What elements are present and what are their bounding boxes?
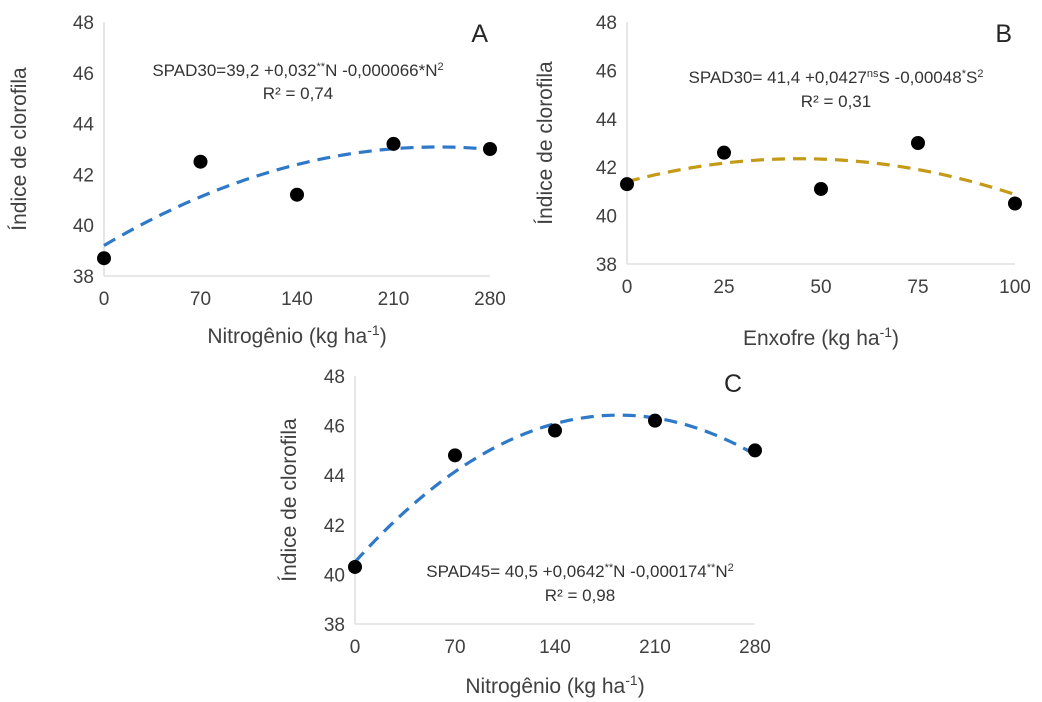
panel-b-data-point: [1008, 196, 1022, 211]
panel-b-y-tick-label: 40: [596, 207, 617, 228]
panel-b-x-axis-title: Enxofre (kg ha-1): [743, 324, 899, 350]
panel-b-equation: SPAD30= 41,4 +0,0427nsS -0,00048*S2: [689, 68, 984, 87]
panel-c-x-axis-title: Nitrogênio (kg ha-1): [465, 672, 644, 698]
panel-b-data-point: [717, 145, 731, 160]
panel-b-label: B: [995, 20, 1012, 48]
panel-a-y-tick-label: 46: [73, 64, 94, 85]
panel-c-y-tick-label: 46: [324, 417, 345, 438]
panel-b-y-tick-label: 44: [596, 110, 618, 131]
panel-b-data-point: [911, 136, 925, 150]
panel-a-data-point: [386, 136, 401, 151]
panel-c-y-tick-label: 48: [324, 367, 345, 388]
panel-c-x-tick-label: 280: [739, 637, 771, 658]
panel-a-r-squared: R² = 0,74: [263, 84, 333, 103]
panel-b-data-point: [620, 177, 634, 192]
panel-c-data-point: [548, 423, 562, 438]
panel-b-trend-line: [626, 157, 1016, 197]
panel-c-data-point: [448, 448, 462, 463]
panel-b-x-tick-label: 0: [622, 277, 633, 298]
panel-a-data-point: [97, 251, 111, 266]
panel-b-y-axis-title: Índice de clorofila: [534, 61, 557, 225]
panel-a-y-tick-label: 42: [73, 165, 94, 186]
panel-a-y-tick-label: 44: [73, 115, 95, 136]
panel-b-y-tick-label: 48: [596, 13, 617, 34]
panel-a-y-axis-title: Índice de clorofila: [8, 67, 31, 231]
panel-a-data-point: [483, 142, 497, 156]
panel-c-y-tick-label: 42: [324, 516, 345, 537]
panel-a-equation: SPAD30=39,2 +0,032**N -0,000066*N2: [152, 61, 443, 80]
panel-b-data-point: [814, 181, 828, 196]
panel-b-y-tick-label: 42: [596, 158, 617, 179]
panel-a-y-tick-label: 40: [73, 216, 94, 237]
panel-c-r-squared: R² = 0,98: [545, 586, 615, 605]
panel-a-x-tick-label: 70: [190, 289, 211, 310]
panel-a-data-point: [193, 154, 208, 169]
panel-c-x-tick-label: 0: [350, 637, 361, 658]
panel-a-x-tick-label: 0: [99, 289, 110, 310]
panel-b-y-tick-label: 46: [596, 61, 617, 82]
panel-c-y-tick-label: 44: [324, 466, 346, 487]
panel-b-r-squared: R² = 0,31: [801, 92, 871, 111]
panel-c-y-tick-label: 40: [324, 565, 345, 586]
panel-a-y-tick-label: 48: [73, 13, 94, 34]
panel-c-x-tick-label: 70: [444, 637, 465, 658]
panel-a-x-tick-label: 140: [281, 289, 313, 310]
panel-a-trend-line: [103, 145, 491, 247]
panel-c-equation: SPAD45= 40,5 +0,0642**N -0,000174**N2: [426, 562, 733, 581]
panel-b-x-tick-label: 50: [810, 277, 831, 298]
panel-c-x-tick-label: 210: [639, 637, 671, 658]
panel-c-data-point: [348, 559, 362, 574]
panel-a-x-tick-label: 280: [474, 289, 506, 310]
panel-a-label: A: [471, 20, 488, 48]
panel-c-label: C: [724, 370, 742, 398]
panel-b-x-tick-label: 100: [999, 277, 1031, 298]
panel-c-x-tick-label: 140: [539, 637, 571, 658]
panel-c-data-point: [748, 443, 762, 458]
panel-a-data-point: [290, 187, 304, 202]
panel-b-x-tick-label: 75: [907, 277, 928, 298]
panel-c-y-tick-label: 38: [324, 615, 345, 636]
panel-b-x-tick-label: 25: [713, 277, 734, 298]
panel-a-x-axis-title: Nitrogênio (kg ha-1): [207, 322, 386, 348]
panel-c-data-point: [648, 413, 662, 428]
panel-c-trend-line: [353, 413, 756, 564]
panel-a-x-tick-label: 210: [378, 289, 410, 310]
panel-a-y-tick-label: 38: [73, 267, 94, 288]
panel-b-y-tick-label: 38: [596, 255, 617, 276]
panel-c-y-axis-title: Índice de clorofila: [278, 418, 301, 582]
